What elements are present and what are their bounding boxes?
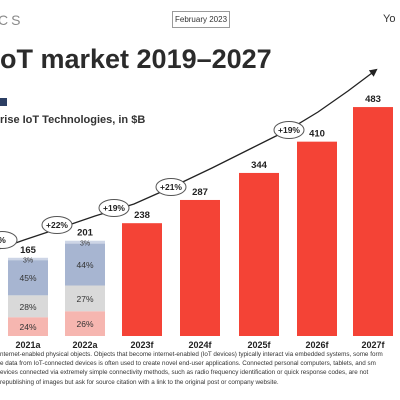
bar-2023f [122, 223, 162, 336]
segment-label: 28% [19, 302, 36, 312]
segment-label: 26% [76, 319, 93, 329]
category-label: 2026f [305, 340, 329, 350]
value-label: 165 [20, 245, 37, 256]
stacked-segment-middle [65, 285, 105, 312]
chart-subtitle: rise IoT Technologies, in $B [0, 114, 146, 126]
stacked-segment-cap [65, 240, 105, 244]
footnote-line: e data from IoT-connected devices is oft… [0, 360, 376, 368]
category-label: 2025f [247, 340, 271, 350]
brand-logo-fragment: CS [0, 12, 24, 28]
growth-bubble [98, 199, 130, 217]
footnote: nternet-enabled physical objects. Object… [0, 350, 400, 387]
growth-bubble [155, 178, 187, 196]
stacked-segment-cap [8, 257, 48, 261]
segment-label: 44% [76, 260, 93, 270]
header-right-fragment: Yo [383, 13, 396, 25]
category-label: 2022a [72, 340, 98, 350]
growth-bubble [41, 216, 73, 234]
value-label: 201 [77, 228, 94, 239]
bar-2026f [297, 141, 337, 336]
growth-label: % [0, 235, 6, 245]
segment-label: 27% [76, 294, 93, 304]
growth-label: +22% [46, 220, 68, 230]
bar-2024f [180, 199, 220, 336]
value-label: 410 [309, 129, 325, 140]
category-label: 2021a [15, 340, 41, 350]
bar-2025f [239, 172, 279, 336]
segment-label: 45% [19, 273, 36, 283]
category-label: 2024f [188, 340, 212, 350]
growth-label: +19% [103, 203, 125, 213]
stacked-segment-bottom [8, 317, 48, 336]
value-label: 287 [192, 187, 208, 198]
growth-label: +19% [278, 125, 300, 135]
value-label: 483 [365, 94, 381, 105]
segment-label: 3% [80, 241, 90, 248]
growth-bubble [0, 231, 18, 249]
footnote-line: evices connected via extremely simple co… [0, 369, 369, 377]
footnote-line: nternet-enabled physical objects. Object… [0, 351, 383, 358]
segment-label: 24% [19, 322, 36, 332]
stacked-segment-top [8, 260, 48, 296]
legend-swatch [0, 98, 7, 106]
growth-bubble [273, 121, 305, 139]
value-label: 344 [251, 160, 268, 171]
date-badge: February 2023 [172, 11, 230, 28]
category-label: 2023f [130, 340, 154, 350]
category-label: 2027f [361, 340, 385, 350]
bar-2027f [353, 107, 393, 336]
chart-title: oT market 2019–2027 [0, 44, 272, 74]
value-label: 238 [134, 210, 150, 221]
stacked-segment-middle [8, 295, 48, 318]
stacked-segment-top [65, 243, 105, 286]
stacked-segment-bottom [65, 311, 105, 336]
segment-label: 3% [23, 257, 33, 264]
footnote-line: republishing of images but ask for sourc… [0, 378, 279, 386]
growth-label: +21% [160, 182, 182, 192]
